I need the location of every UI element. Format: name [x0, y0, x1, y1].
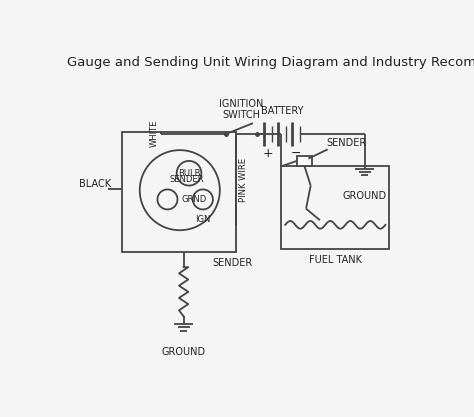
Text: +: +: [263, 147, 273, 160]
Text: GROUND: GROUND: [162, 347, 206, 357]
Text: IGNITION
SWITCH: IGNITION SWITCH: [219, 98, 264, 120]
Bar: [282, 166, 389, 249]
Text: WHITE: WHITE: [150, 120, 159, 147]
Text: GROUND: GROUND: [343, 191, 387, 201]
Bar: [122, 133, 236, 252]
Text: FUEL TANK: FUEL TANK: [309, 255, 362, 265]
Text: Gauge and Sending Unit Wiring Diagram and Industry Recommendations: Gauge and Sending Unit Wiring Diagram an…: [66, 56, 474, 69]
Text: GRND: GRND: [182, 195, 207, 204]
Text: BLACK: BLACK: [79, 179, 111, 189]
Text: PINK WIRE: PINK WIRE: [239, 158, 248, 202]
Text: SENDER: SENDER: [212, 258, 252, 268]
Bar: [297, 156, 312, 166]
Text: −: −: [291, 147, 301, 160]
Text: BULB: BULB: [178, 169, 201, 178]
Text: BATTERY: BATTERY: [261, 106, 303, 116]
Text: SENDER: SENDER: [327, 138, 367, 148]
Text: SENDER: SENDER: [169, 175, 203, 184]
Text: IGN: IGN: [195, 215, 210, 224]
